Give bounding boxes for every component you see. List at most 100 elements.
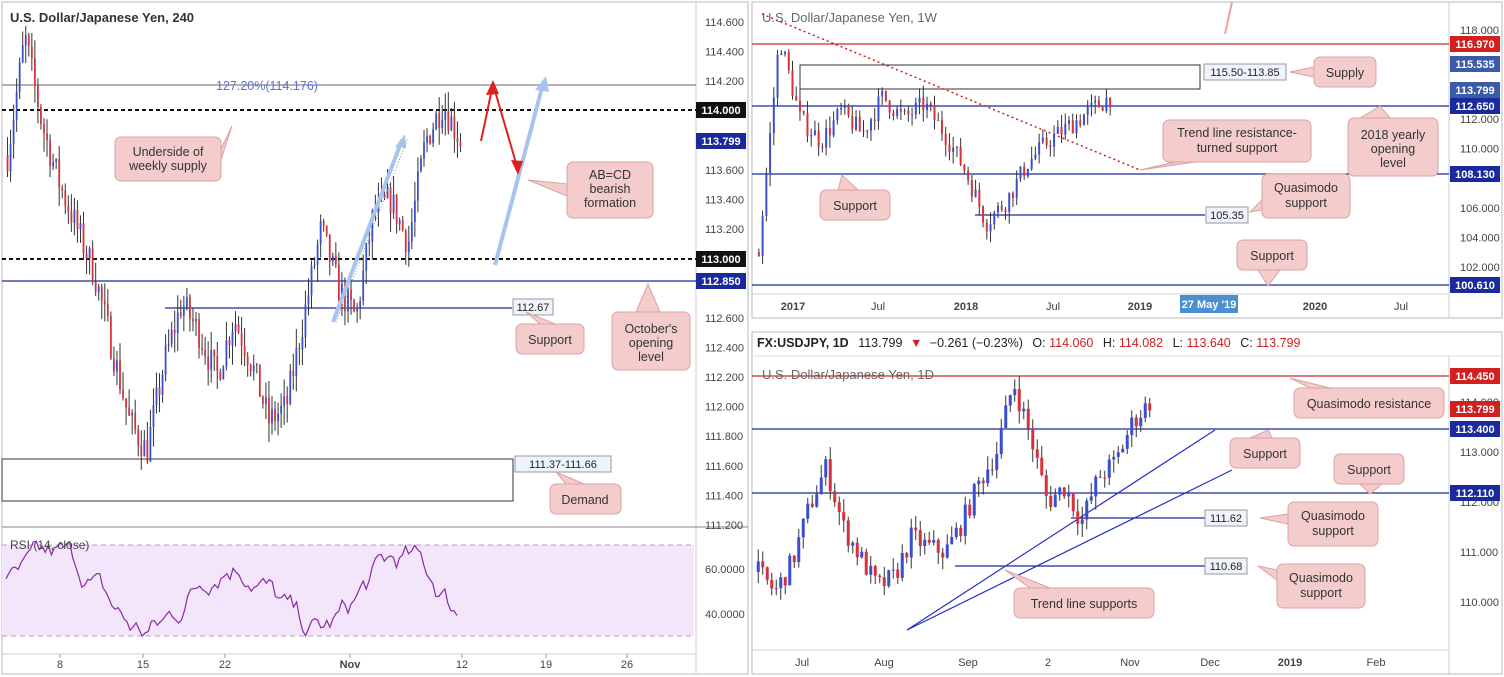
daily-low-label: L: bbox=[1173, 336, 1183, 350]
h4-candle-body bbox=[301, 337, 304, 350]
h4-candle-body bbox=[182, 306, 185, 317]
h4-candle-body bbox=[341, 283, 343, 302]
daily-candle-body bbox=[1098, 476, 1102, 478]
weekly-candle-body bbox=[772, 97, 775, 134]
daily-callout-support2: Support bbox=[1333, 453, 1405, 495]
weekly-candle-body bbox=[813, 130, 816, 136]
h4-y-tick: 111.400 bbox=[705, 490, 743, 502]
h4-support-label: 112.67 bbox=[517, 302, 550, 314]
h4-candle-body bbox=[198, 318, 200, 348]
h4-candle-body bbox=[100, 286, 103, 301]
daily-candle-body bbox=[1080, 519, 1084, 524]
h4-candle-body bbox=[216, 356, 219, 372]
daily-y-tick: 110.000 bbox=[1460, 597, 1499, 609]
weekly-candle-body bbox=[985, 222, 988, 232]
daily-trendline-1 bbox=[906, 429, 1216, 631]
h4-candle-body bbox=[119, 360, 121, 390]
daily-candle-body bbox=[864, 551, 868, 575]
weekly-candle-body bbox=[817, 130, 820, 147]
weekly-candle-body bbox=[940, 120, 943, 134]
daily-x-tick: Feb bbox=[1367, 657, 1386, 669]
weekly-tag-last-bg bbox=[1450, 82, 1500, 98]
daily-candle-body bbox=[950, 537, 954, 545]
h4-candle-body bbox=[298, 347, 301, 350]
h4-candle-body bbox=[76, 210, 79, 230]
daily-callout-support1-text: Support bbox=[1243, 447, 1287, 461]
daily-candle-body bbox=[783, 577, 787, 586]
h4-candle-body bbox=[97, 286, 100, 292]
daily-candle-body bbox=[1035, 449, 1039, 458]
h4-candle-body bbox=[134, 412, 137, 430]
weekly-date-tag: 27 May '19 bbox=[1182, 299, 1237, 311]
h4-candle-body bbox=[420, 158, 422, 172]
h4-candle-body bbox=[46, 133, 48, 140]
weekly-candle-body bbox=[1023, 166, 1026, 177]
h4-candle-body bbox=[91, 248, 94, 283]
daily-tag-114450: 114.450 bbox=[1455, 371, 1494, 383]
h4-y-tick: 111.200 bbox=[705, 520, 743, 532]
h4-x-ticks: 8 15 22 Nov 12 19 26 bbox=[57, 654, 633, 671]
daily-candle-body bbox=[869, 565, 873, 575]
h4-candle-body bbox=[155, 387, 158, 406]
h4-callout-weekly-supply: Underside of weekly supply bbox=[114, 125, 233, 182]
weekly-candle-body bbox=[1060, 126, 1063, 135]
daily-candle-body bbox=[981, 480, 985, 484]
weekly-candle-body bbox=[877, 96, 880, 122]
h4-rsi-line bbox=[5, 540, 458, 638]
weekly-candle-body bbox=[903, 110, 906, 112]
daily-candle-body bbox=[945, 544, 949, 558]
weekly-candle-body bbox=[1038, 142, 1041, 155]
daily-candle-body bbox=[936, 539, 940, 553]
h4-callout-october-open: October's opening level bbox=[611, 282, 691, 371]
daily-symbol: FX:USDJPY, 1D bbox=[757, 336, 849, 350]
weekly-candle-body bbox=[810, 135, 813, 137]
weekly-candle-body bbox=[795, 95, 798, 101]
h4-candle-body bbox=[271, 408, 273, 424]
h4-candle-body bbox=[252, 365, 255, 372]
weekly-tag-116970-bg bbox=[1450, 36, 1500, 52]
daily-high-label: H: bbox=[1103, 336, 1116, 350]
h4-candle-body bbox=[189, 297, 191, 319]
h4-candle-body bbox=[280, 405, 283, 414]
weekly-candle-body bbox=[851, 115, 854, 130]
h4-candle-body bbox=[67, 205, 70, 212]
weekly-candle-body bbox=[843, 104, 846, 109]
h4-candle-body bbox=[359, 300, 362, 308]
daily-frame bbox=[751, 331, 1503, 675]
h4-y-tick: 111.800 bbox=[705, 431, 743, 443]
daily-candle-body bbox=[1125, 435, 1129, 449]
daily-candle-body bbox=[1148, 403, 1152, 411]
daily-111620-label: 111.62 bbox=[1210, 513, 1242, 525]
h4-candle-body bbox=[356, 307, 359, 312]
daily-change: −0.261 (−0.23%) bbox=[930, 336, 1023, 350]
weekly-candle-body bbox=[821, 146, 824, 148]
daily-candle-body bbox=[995, 454, 999, 470]
daily-tag-114450-bg bbox=[1450, 368, 1500, 384]
daily-candle-body bbox=[855, 542, 859, 558]
daily-y-tick: 111.000 bbox=[1460, 547, 1498, 559]
weekly-callout-qm-support-line1: Quasimodo bbox=[1274, 181, 1338, 195]
h4-candle-body bbox=[386, 187, 389, 198]
weekly-candle-body bbox=[1075, 120, 1078, 134]
h4-candle-body bbox=[116, 360, 118, 372]
h4-candle-body bbox=[125, 398, 127, 408]
weekly-candle-body bbox=[784, 52, 787, 54]
h4-candle-body bbox=[37, 84, 39, 108]
h4-candle-body bbox=[283, 395, 286, 406]
daily-candle-body bbox=[1130, 417, 1134, 436]
weekly-candle-body bbox=[907, 110, 910, 115]
h4-candle-body bbox=[192, 318, 194, 322]
weekly-candle-body bbox=[933, 105, 936, 121]
daily-candle-body bbox=[1044, 475, 1048, 496]
daily-callout-qm-support2: Quasimodo support bbox=[1257, 563, 1366, 609]
weekly-x-ticks: 2017 Jul 2018 Jul 2019 2020 Jul bbox=[781, 301, 1408, 313]
h4-candle-body bbox=[353, 300, 355, 312]
weekly-candle-body bbox=[944, 133, 947, 145]
h4-candle-body bbox=[426, 135, 428, 143]
weekly-tag-last: 113.799 bbox=[1455, 85, 1494, 97]
weekly-callout-supply-text: Supply bbox=[1326, 66, 1365, 80]
h4-x-tick: 19 bbox=[540, 659, 552, 671]
h4-candle-body bbox=[12, 119, 15, 144]
weekly-supply-label: 115.50-113.85 bbox=[1210, 67, 1279, 79]
